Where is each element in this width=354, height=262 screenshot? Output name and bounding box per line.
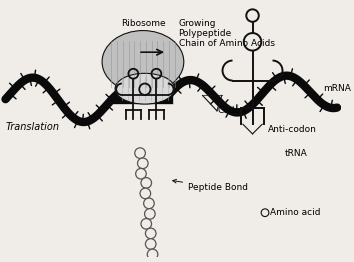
Circle shape — [147, 249, 158, 260]
Text: Peptide Bond: Peptide Bond — [173, 179, 248, 192]
Circle shape — [145, 228, 156, 239]
Ellipse shape — [102, 31, 184, 93]
Circle shape — [141, 178, 152, 188]
Circle shape — [144, 198, 154, 209]
Circle shape — [141, 219, 152, 229]
Circle shape — [140, 188, 150, 199]
Circle shape — [136, 168, 146, 179]
Circle shape — [144, 209, 155, 219]
Text: Translation: Translation — [6, 122, 59, 132]
Text: tRNA: tRNA — [284, 149, 307, 158]
Text: Amino acid: Amino acid — [270, 208, 320, 217]
Circle shape — [246, 9, 259, 22]
Circle shape — [137, 158, 148, 169]
Circle shape — [135, 148, 145, 159]
Text: Growing
Polypeptide
Chain of Amino Acids: Growing Polypeptide Chain of Amino Acids — [178, 19, 274, 48]
Circle shape — [145, 239, 156, 249]
Text: mRNA: mRNA — [323, 84, 350, 93]
Circle shape — [261, 209, 269, 217]
Text: Ribosome: Ribosome — [121, 19, 165, 28]
Text: Codon: Codon — [218, 106, 247, 115]
Ellipse shape — [115, 73, 175, 104]
Circle shape — [146, 260, 157, 262]
Text: Anti-codon: Anti-codon — [268, 124, 317, 134]
